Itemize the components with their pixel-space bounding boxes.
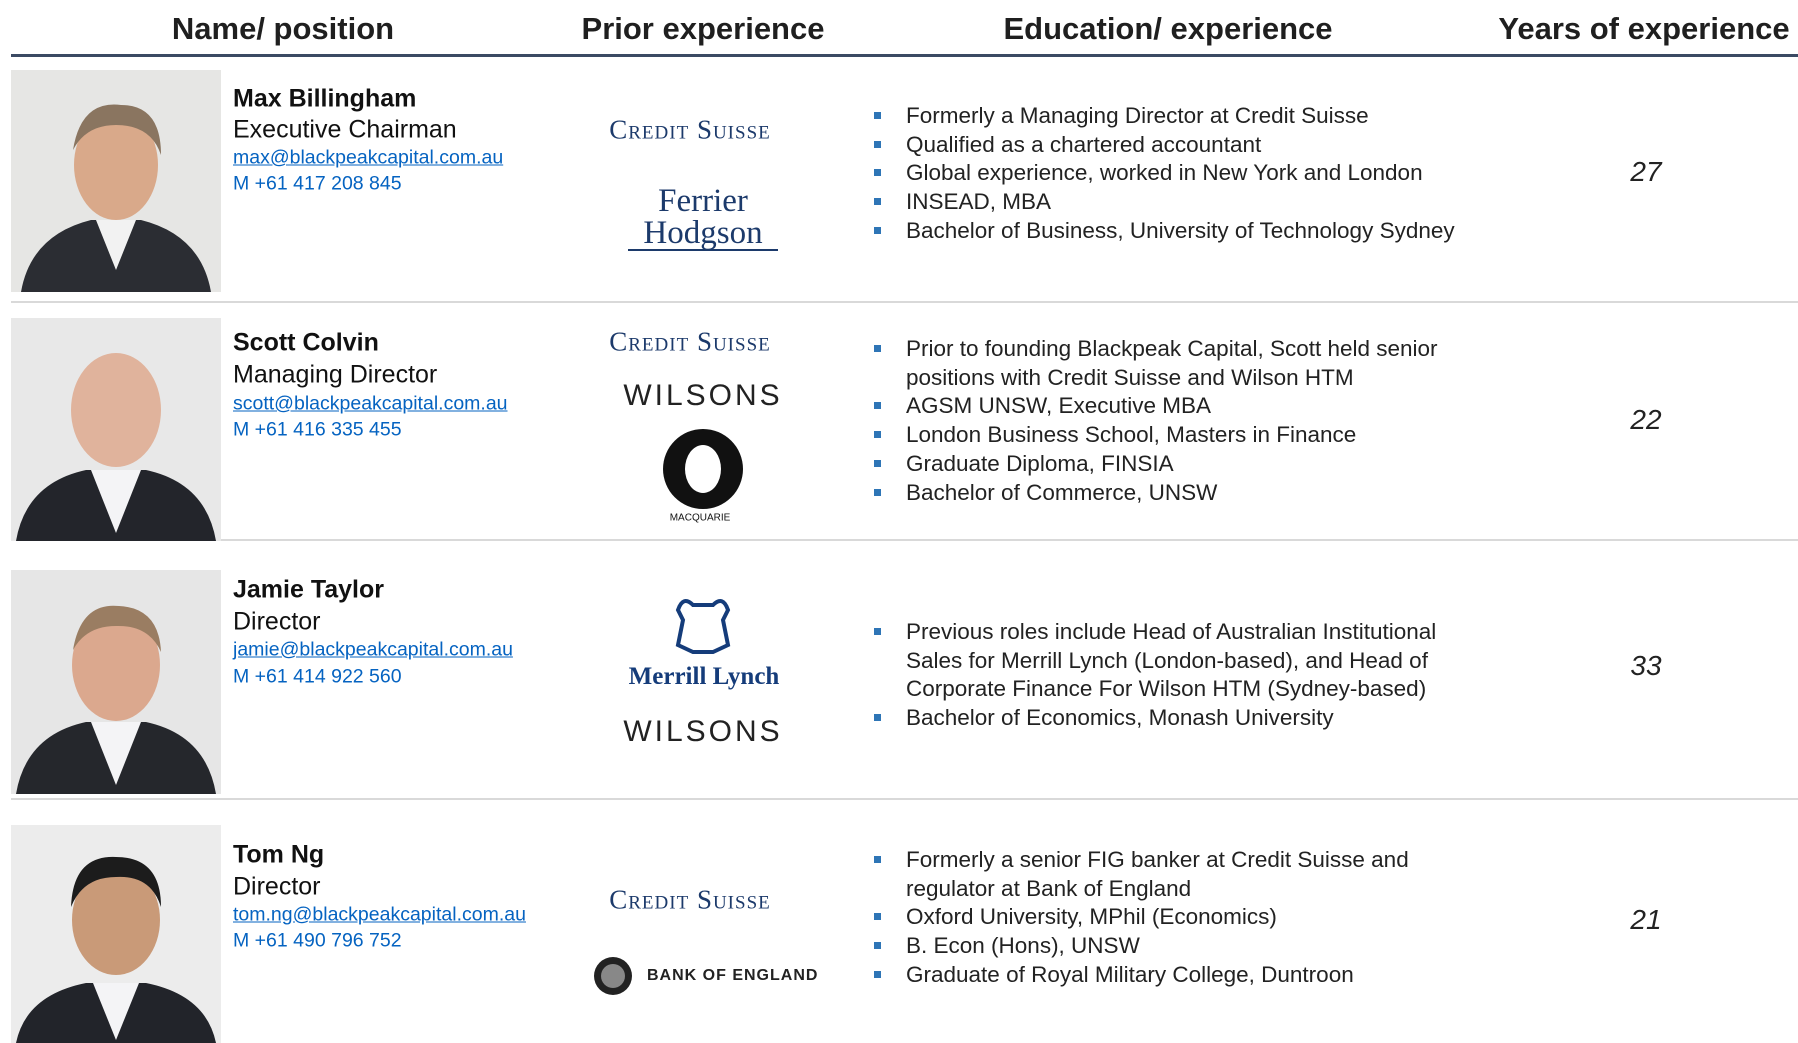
bullet: AGSM UNSW, Executive MBA [874, 392, 1474, 421]
bullet: INSEAD, MBA [874, 188, 1474, 217]
bullet: B. Econ (Hons), UNSW [874, 932, 1474, 961]
phone: M +61 417 208 845 [233, 172, 402, 195]
photo [11, 825, 221, 1043]
email[interactable]: max@blackpeakcapital.com.au [233, 146, 504, 169]
bullet: Formerly a senior FIG banker at Credit S… [874, 846, 1474, 903]
name: Scott Colvin [233, 328, 379, 357]
bullet: Bachelor of Economics, Monash University [874, 704, 1474, 733]
bullet: Prior to founding Blackpeak Capital, Sco… [874, 335, 1474, 392]
logo: Ferrier Hodgson [628, 185, 778, 251]
logo: Credit Suisse [609, 326, 771, 357]
bullet-list: Previous roles include Head of Australia… [874, 618, 1474, 733]
header: Education/ experience [1003, 11, 1333, 46]
name: Jamie Taylor [233, 575, 385, 604]
bullet: Oxford University, MPhil (Economics) [874, 903, 1474, 932]
row-separator [11, 301, 1798, 303]
logo-mark [675, 599, 731, 654]
years: 22 [1630, 404, 1662, 435]
email[interactable]: tom.ng@blackpeakcapital.com.au [233, 903, 526, 926]
header-rule [11, 54, 1798, 57]
photo [11, 70, 221, 292]
bullet-list: Prior to founding Blackpeak Capital, Sco… [874, 335, 1474, 507]
header: Years of experience [1498, 11, 1790, 46]
bullet-list: Formerly a Managing Director at Credit S… [874, 102, 1474, 246]
logo: Credit Suisse [609, 884, 771, 915]
row-separator [11, 539, 1798, 541]
position: Managing Director [233, 360, 438, 389]
bullet-list: Formerly a senior FIG banker at Credit S… [874, 846, 1474, 990]
position: Director [233, 607, 321, 636]
logo: MACQUARIE [669, 512, 731, 524]
position: Executive Chairman [233, 115, 457, 144]
name: Tom Ng [233, 840, 325, 869]
header: Name/ position [171, 11, 395, 46]
bullet: Previous roles include Head of Australia… [874, 618, 1474, 704]
bullet: Graduate of Royal Military College, Dunt… [874, 961, 1474, 990]
bullet: Qualified as a chartered accountant [874, 131, 1474, 160]
bullet: Bachelor of Business, University of Tech… [874, 217, 1474, 246]
logo-mark [594, 957, 632, 995]
bullet: Formerly a Managing Director at Credit S… [874, 102, 1474, 131]
logo: BANK OF ENGLAND [647, 967, 819, 984]
email[interactable]: jamie@blackpeakcapital.com.au [233, 638, 513, 661]
photo [11, 318, 221, 541]
logo-mark [663, 429, 743, 509]
bullet: London Business School, Masters in Finan… [874, 421, 1474, 450]
phone: M +61 490 796 752 [233, 929, 402, 952]
name: Max Billingham [233, 84, 417, 113]
years: 27 [1630, 156, 1662, 187]
logo: Merrill Lynch [628, 663, 780, 690]
row-separator [11, 798, 1798, 800]
logo: WILSONS [623, 715, 783, 748]
years: 33 [1630, 650, 1662, 681]
position: Director [233, 872, 321, 901]
phone: M +61 414 922 560 [233, 665, 402, 688]
years: 21 [1630, 904, 1662, 935]
logo: Credit Suisse [609, 114, 771, 145]
logo: WILSONS [623, 379, 783, 412]
bullet: Global experience, worked in New York an… [874, 159, 1474, 188]
phone: M +61 416 335 455 [233, 418, 402, 441]
bullet: Graduate Diploma, FINSIA [874, 450, 1474, 479]
email[interactable]: scott@blackpeakcapital.com.au [233, 392, 508, 415]
photo [11, 570, 221, 794]
header: Prior experience [581, 11, 825, 46]
bullet: Bachelor of Commerce, UNSW [874, 479, 1474, 508]
